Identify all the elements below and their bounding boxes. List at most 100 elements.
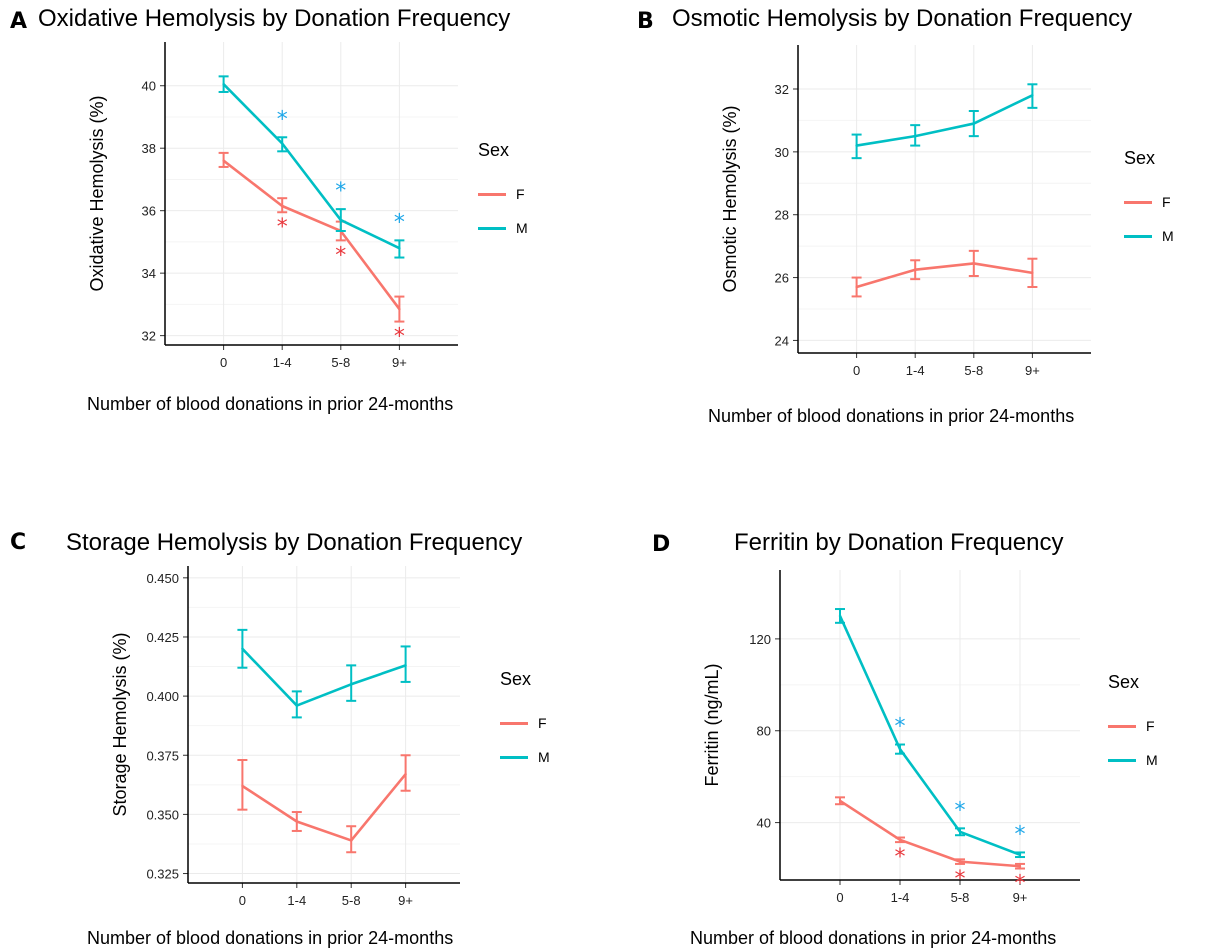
significance-marker: * <box>277 215 288 240</box>
legend-item-f: F <box>500 706 550 740</box>
legend-swatch-f <box>478 192 506 196</box>
significance-marker: * <box>895 845 906 870</box>
data-point <box>398 307 401 311</box>
plot-b: 24 26 28 30 32 0 1-4 5-8 9+ Osmotic Hemolysis (%) <box>720 45 1091 378</box>
data-point <box>914 134 917 138</box>
y-tick-label: 38 <box>142 141 156 156</box>
x-axis-label: Number of blood donations in prior 24-mo… <box>87 394 454 414</box>
x-tick-label: 0 <box>853 363 860 378</box>
data-point <box>958 860 962 863</box>
data-point <box>1018 853 1022 856</box>
legend-label-f: F <box>538 715 547 731</box>
legend-label-m: M <box>1162 228 1174 244</box>
x-axis-label: Number of blood donations in prior 24-mo… <box>87 928 454 948</box>
x-tick-label: 5-8 <box>964 363 983 378</box>
y-tick-label: 0.350 <box>146 807 179 822</box>
legend-item-m: M <box>500 740 550 774</box>
data-point <box>1031 271 1034 275</box>
chart-title: Oxidative Hemolysis by Donation Frequenc… <box>38 5 511 32</box>
data-point <box>281 204 284 208</box>
panel-letter: B <box>637 9 654 34</box>
legend: Sex F M <box>500 669 550 774</box>
data-point <box>281 142 284 145</box>
y-axis-label: Oxidative Hemolysis (%) <box>87 95 107 291</box>
series-line-m <box>222 83 400 250</box>
legend-label-m: M <box>1146 752 1158 768</box>
significance-marker: * <box>335 179 346 204</box>
legend-swatch-f <box>500 721 528 725</box>
data-point <box>222 82 225 86</box>
legend-swatch-m <box>500 755 528 759</box>
plot-d: 40 80 120 0 1-4 5-8 9+ Ferritin (ng/mL) * * * * * * <box>702 570 1080 905</box>
data-point <box>295 820 298 823</box>
legend: Sex F M <box>1124 148 1174 253</box>
legend-swatch-m <box>478 226 506 230</box>
y-tick-label: 34 <box>142 266 156 281</box>
x-tick-label: 9+ <box>392 355 407 370</box>
plot-a: 32 34 36 38 40 0 1-4 5-8 9+ Oxidative Hemolysis (… <box>87 42 458 370</box>
panel-letter: A <box>10 9 28 34</box>
series-line-m <box>241 647 407 707</box>
x-tick-label: 9+ <box>1025 363 1040 378</box>
data-point <box>898 747 902 751</box>
data-point <box>958 830 962 833</box>
data-point <box>898 838 902 842</box>
x-tick-label: 9+ <box>1013 890 1028 905</box>
plot-c: 0.325 0.350 0.375 0.400 0.425 0.450 0 1-4 5-8 9+ S… <box>110 566 460 908</box>
data-point <box>404 664 407 667</box>
x-tick-label: 1-4 <box>273 355 292 370</box>
x-tick-label: 0 <box>239 893 246 908</box>
significance-marker: * <box>1015 872 1026 897</box>
data-point <box>838 614 842 618</box>
y-tick-label: 40 <box>757 816 771 831</box>
x-tick-label: 1-4 <box>287 893 306 908</box>
legend-swatch-f <box>1124 200 1152 204</box>
data-point <box>222 159 225 162</box>
x-tick-label: 5-8 <box>331 355 350 370</box>
y-axis-label: Osmotic Hemolysis (%) <box>720 105 740 292</box>
y-tick-label: 30 <box>775 145 789 160</box>
y-tick-label: 120 <box>749 632 771 647</box>
data-point <box>1018 865 1022 868</box>
series-line-f <box>241 773 407 842</box>
y-tick-label: 36 <box>142 204 156 219</box>
series-line-f <box>839 799 1021 868</box>
y-axis-label: Ferritin (ng/mL) <box>702 663 722 786</box>
x-tick-label: 5-8 <box>342 893 361 908</box>
chart-title: Ferritin by Donation Frequency <box>734 529 1064 556</box>
panel-a: A Oxidative Hemolysis by Donation Freque… <box>0 0 612 476</box>
significance-marker: * <box>394 325 405 350</box>
data-point <box>398 246 401 250</box>
x-tick-label: 9+ <box>398 893 413 908</box>
x-axis-label: Number of blood donations in prior 24-mo… <box>690 928 1057 948</box>
panel-letter: D <box>652 532 671 557</box>
data-point <box>838 799 842 802</box>
legend-title: Sex <box>1108 672 1140 692</box>
y-tick-label: 32 <box>775 82 789 97</box>
series-line-m <box>838 615 1021 856</box>
y-tick-label: 80 <box>757 724 771 739</box>
data-point <box>350 839 353 842</box>
chart-title: Storage Hemolysis by Donation Frequency <box>66 529 523 556</box>
legend-item-f: F <box>478 177 528 211</box>
legend-item-m: M <box>1108 743 1158 777</box>
data-point <box>339 218 342 222</box>
legend-label-f: F <box>516 186 525 202</box>
data-point <box>855 285 858 289</box>
legend-swatch-m <box>1108 758 1136 762</box>
significance-marker: * <box>955 867 966 892</box>
significance-marker: * <box>335 243 346 268</box>
significance-marker: * <box>277 107 288 132</box>
data-point <box>241 647 244 650</box>
series-line-f <box>856 262 1033 289</box>
panel-letter: C <box>10 530 27 555</box>
legend-item-f: F <box>1124 185 1174 219</box>
data-point <box>855 144 858 147</box>
legend: Sex F M <box>478 140 528 245</box>
legend: Sex F M <box>1108 672 1158 777</box>
data-point <box>350 683 353 686</box>
panel-b: B Osmotic Hemolysis by Donation Frequenc… <box>612 0 1223 476</box>
legend-item-f: F <box>1108 709 1158 743</box>
x-axis-label: Number of blood donations in prior 24-mo… <box>708 406 1075 426</box>
y-tick-label: 0.400 <box>146 689 179 704</box>
